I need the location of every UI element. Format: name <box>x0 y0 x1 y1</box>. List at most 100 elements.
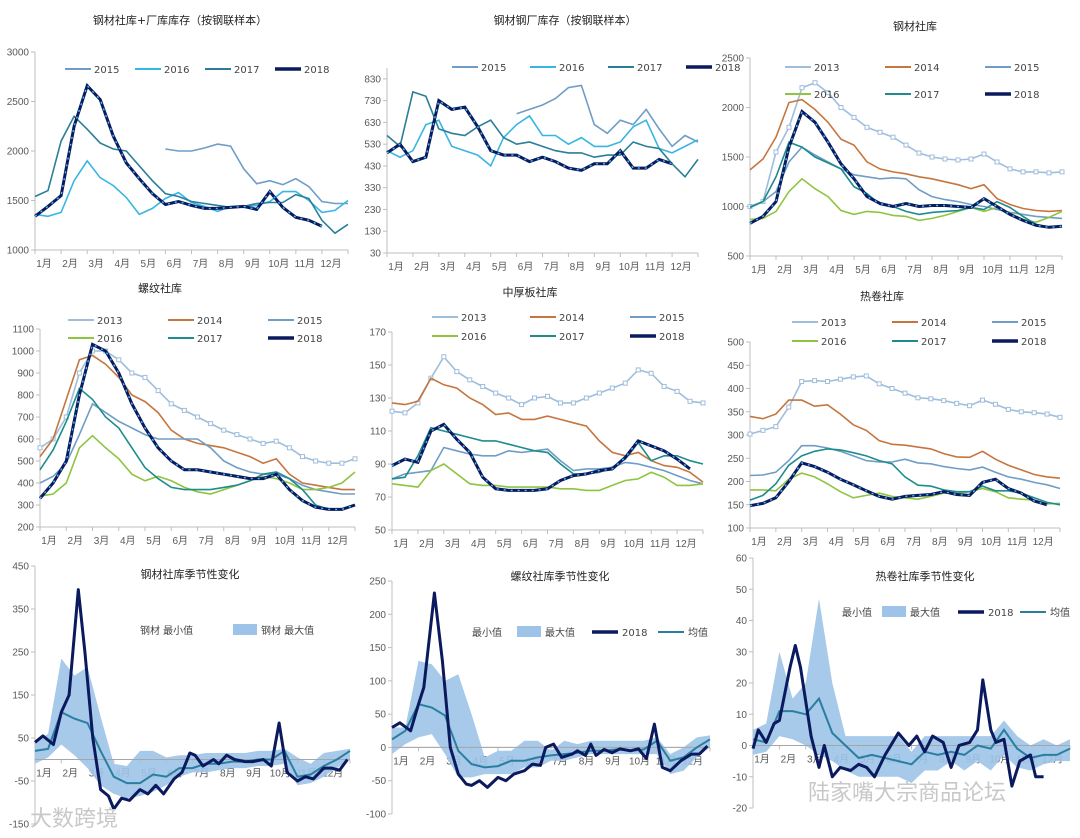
legend-label-2013: 2013 <box>461 313 486 324</box>
chart-title: 螺纹社库 <box>138 281 182 295</box>
legend-label-2018: 2018 <box>1014 90 1039 101</box>
y-tick-label: 400 <box>17 479 34 490</box>
series-line-2016 <box>34 159 349 218</box>
series-line-2017 <box>386 90 699 179</box>
y-tick-label: 100 <box>369 676 386 687</box>
x-tick-label: 1月 <box>36 768 52 780</box>
x-tick-label: 2月 <box>62 258 78 270</box>
point-marker-2013 <box>825 90 831 96</box>
y-tick-label: 350 <box>12 605 29 616</box>
point-marker-2013 <box>1033 169 1039 175</box>
y-tick-label: 10 <box>736 710 748 721</box>
x-tick-label: 11月 <box>295 258 315 270</box>
legend-label: 最大值 <box>910 606 940 619</box>
point-marker-2013 <box>273 438 279 444</box>
x-tick-label: 3月 <box>445 538 461 550</box>
point-marker-2013 <box>760 427 766 433</box>
y-tick-label: -150 <box>9 820 29 831</box>
y-tick-label: 1500 <box>722 153 745 164</box>
point-marker-2013 <box>942 156 948 162</box>
x-tick-label: 4月 <box>466 261 482 273</box>
point-marker-2013 <box>1059 169 1065 175</box>
legend-label: 钢材 最小值 <box>140 624 193 637</box>
x-tick-label: 5月 <box>855 536 871 548</box>
y-tick-label: -100 <box>366 810 386 821</box>
mean-line <box>752 696 1071 766</box>
y-tick-label: 730 <box>364 96 381 107</box>
x-tick-label: 1月 <box>36 258 52 270</box>
series-line-2017 <box>34 114 349 235</box>
series-line-2015 <box>391 446 704 485</box>
x-tick-label: 9月 <box>245 258 261 270</box>
legend-label-2014: 2014 <box>914 63 939 74</box>
chart-title: 钢材钢厂库存（按钢联样本） <box>494 13 637 27</box>
x-tick-label: 9月 <box>959 264 975 276</box>
legend-swatch-band <box>517 626 541 637</box>
x-tick-label: 6月 <box>880 536 896 548</box>
x-tick-label: 10月 <box>624 538 645 550</box>
y-tick-label: 150 <box>369 361 386 372</box>
y-tick-label: 250 <box>727 454 744 465</box>
chart-panel-2: 钢材社库 500 1000 1500 2000 2500 1月 2月 3月 4月 5月 6月 7月 8月 9… <box>722 19 1065 276</box>
series-line-2015 <box>39 402 355 495</box>
point-marker-2013 <box>557 400 563 406</box>
x-tick-label: 3月 <box>88 258 104 270</box>
x-tick-label: 10月 <box>981 536 1002 548</box>
point-marker-2013 <box>890 134 896 140</box>
x-tick-label: 4月 <box>120 535 136 547</box>
legend-label-2014: 2014 <box>559 313 584 324</box>
legend-label-2017: 2017 <box>637 63 662 74</box>
y-tick-label: -50 <box>15 777 30 788</box>
y-tick-label: 300 <box>17 501 34 512</box>
y-tick-label: 110 <box>370 427 386 438</box>
x-tick-label: 8月 <box>933 264 949 276</box>
point-marker-2013 <box>467 377 473 383</box>
legend-label-2017: 2017 <box>559 332 584 343</box>
y-tick-label: 40 <box>736 616 748 627</box>
point-marker-2013 <box>622 380 628 386</box>
y-tick-label: 0 <box>380 743 386 754</box>
x-tick-label: 2月 <box>777 536 793 548</box>
x-tick-label: 5月 <box>492 261 508 273</box>
x-tick-label: 4月 <box>829 536 845 548</box>
x-tick-label: 4月 <box>829 264 845 276</box>
y-tick-label: 1000 <box>7 246 30 257</box>
x-tick-label: 12月 <box>676 538 697 550</box>
point-marker-2013 <box>992 401 998 407</box>
legend-label-2017: 2017 <box>914 90 939 101</box>
point-marker-2013 <box>773 424 779 430</box>
y-tick-label: 30 <box>370 249 382 260</box>
y-tick-label: 1000 <box>12 347 35 358</box>
legend-label-2015: 2015 <box>481 63 506 74</box>
legend-label-2013: 2013 <box>97 316 122 327</box>
legend-label-2015: 2015 <box>94 65 119 76</box>
point-marker-2013 <box>661 383 667 389</box>
point-marker-2013 <box>812 378 818 384</box>
x-tick-label: 1月 <box>751 536 767 548</box>
series-line-2018 <box>34 82 323 228</box>
point-marker-2013 <box>1005 406 1011 412</box>
legend-label: 均值 <box>1050 606 1070 619</box>
x-tick-label: 3月 <box>94 535 110 547</box>
y-tick-label: -10 <box>733 772 748 783</box>
legend-label-2015: 2015 <box>297 316 322 327</box>
point-marker-2013 <box>903 142 909 148</box>
point-marker-2013 <box>864 124 870 130</box>
point-marker-2013 <box>260 440 266 446</box>
y-tick-label: 130 <box>369 394 386 405</box>
series-line-2015 <box>165 143 348 205</box>
x-tick-label: 8月 <box>579 755 595 767</box>
point-marker-2013 <box>786 404 792 410</box>
y-tick-label: 530 <box>364 140 381 151</box>
legend-label-2015: 2015 <box>1021 318 1046 329</box>
legend-label-2013: 2013 <box>821 318 846 329</box>
x-tick-label: 9月 <box>601 538 617 550</box>
point-marker-2013 <box>851 114 857 120</box>
y-tick-label: 200 <box>17 523 34 534</box>
y-tick-label: 100 <box>727 524 744 535</box>
point-marker-2013 <box>700 400 706 406</box>
x-tick-label: 2月 <box>777 264 793 276</box>
y-tick-label: 330 <box>364 183 381 194</box>
x-tick-label: 2月 <box>67 535 83 547</box>
legend-label-2016: 2016 <box>559 63 584 74</box>
